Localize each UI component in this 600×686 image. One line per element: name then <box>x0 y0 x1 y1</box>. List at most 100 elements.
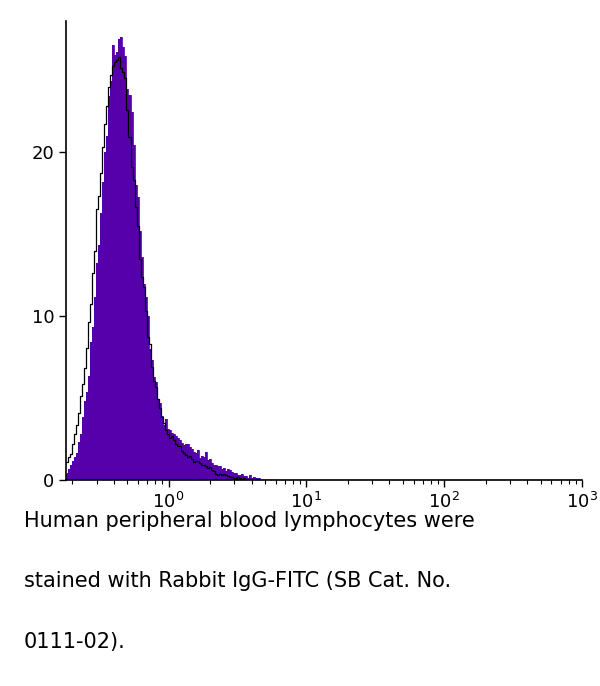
Bar <box>262 479 263 480</box>
Bar <box>189 447 191 480</box>
Bar <box>152 377 155 480</box>
Bar <box>231 472 233 480</box>
Bar <box>146 316 149 480</box>
Bar <box>104 152 106 480</box>
Bar <box>80 434 82 480</box>
Bar <box>193 452 195 480</box>
Text: Human peripheral blood lymphocytes were: Human peripheral blood lymphocytes were <box>24 511 475 531</box>
Bar <box>219 466 221 480</box>
Bar <box>106 136 109 480</box>
Bar <box>94 297 96 480</box>
Bar <box>257 478 260 480</box>
Bar <box>256 478 257 480</box>
Bar <box>187 445 189 480</box>
Bar <box>177 438 179 480</box>
Bar <box>112 45 115 480</box>
Bar <box>245 476 247 480</box>
Bar <box>250 475 251 480</box>
Bar <box>92 327 94 480</box>
Bar <box>201 456 203 480</box>
Bar <box>183 445 185 480</box>
Bar <box>227 469 229 480</box>
Bar <box>121 37 122 480</box>
Bar <box>169 429 171 480</box>
Bar <box>90 342 92 480</box>
Bar <box>115 55 116 480</box>
Bar <box>247 477 250 480</box>
Bar <box>76 453 78 480</box>
Bar <box>195 453 197 480</box>
Bar <box>66 473 68 480</box>
Bar <box>205 452 207 480</box>
Bar <box>239 475 241 480</box>
Bar <box>140 257 143 480</box>
Bar <box>110 80 112 480</box>
Bar <box>118 39 121 480</box>
Bar <box>84 401 86 480</box>
Bar <box>143 284 145 480</box>
Bar <box>199 458 201 480</box>
Bar <box>244 476 245 480</box>
Bar <box>171 433 173 480</box>
Bar <box>159 403 161 480</box>
Bar <box>155 382 157 480</box>
Bar <box>127 89 128 480</box>
Bar <box>157 399 159 480</box>
Bar <box>78 442 80 480</box>
Bar <box>175 436 177 480</box>
Bar <box>263 479 266 480</box>
Bar <box>251 477 253 480</box>
Bar <box>233 473 235 480</box>
Bar <box>161 416 163 480</box>
Bar <box>191 449 193 480</box>
Bar <box>124 56 127 480</box>
Bar <box>86 392 88 480</box>
Bar <box>102 182 104 480</box>
Bar <box>223 468 225 480</box>
Bar <box>163 425 165 480</box>
Bar <box>217 466 219 480</box>
Bar <box>211 463 213 480</box>
Bar <box>145 296 146 480</box>
Bar <box>128 95 131 480</box>
Bar <box>74 458 76 480</box>
Bar <box>68 469 70 480</box>
Bar <box>72 460 74 480</box>
Bar <box>165 419 167 480</box>
Bar <box>213 464 215 480</box>
Bar <box>221 469 223 480</box>
Bar <box>197 450 199 480</box>
Bar <box>225 471 227 480</box>
Bar <box>96 263 98 480</box>
Bar <box>185 444 187 480</box>
Bar <box>241 474 244 480</box>
Bar <box>133 145 134 480</box>
Text: 0111-02).: 0111-02). <box>24 632 126 652</box>
Bar <box>167 429 169 480</box>
Text: stained with Rabbit IgG-FITC (SB Cat. No.: stained with Rabbit IgG-FITC (SB Cat. No… <box>24 571 451 591</box>
Bar <box>179 440 181 480</box>
Bar <box>137 196 139 480</box>
Bar <box>131 113 133 480</box>
Bar <box>269 479 272 480</box>
Bar <box>209 459 211 480</box>
Bar <box>203 457 205 480</box>
Bar <box>151 359 152 480</box>
Bar <box>70 465 72 480</box>
Bar <box>207 460 209 480</box>
Bar <box>134 185 137 480</box>
Bar <box>109 97 110 480</box>
Bar <box>238 475 239 480</box>
Bar <box>229 470 231 480</box>
Bar <box>260 479 262 480</box>
Bar <box>215 464 217 480</box>
Bar <box>181 443 183 480</box>
Bar <box>149 348 151 480</box>
Bar <box>139 231 140 480</box>
Bar <box>98 245 100 480</box>
Bar <box>173 434 175 480</box>
Bar <box>122 47 124 480</box>
Bar <box>88 377 90 480</box>
Bar <box>253 477 256 480</box>
Bar <box>100 213 102 480</box>
